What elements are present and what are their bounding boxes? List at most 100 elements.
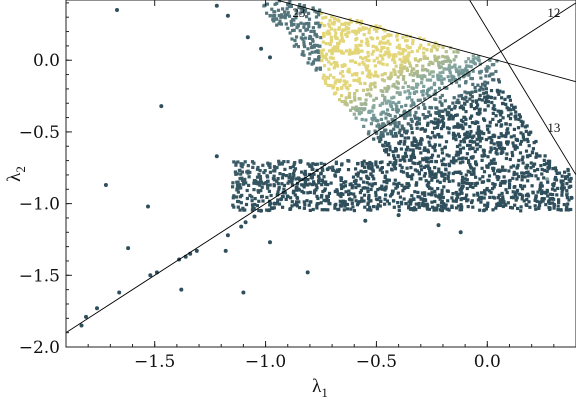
cloud-point (313, 9, 317, 13)
cloud-point (365, 93, 369, 97)
cloud-point (562, 186, 566, 190)
cloud-point (349, 20, 353, 24)
cloud-point (354, 29, 358, 33)
cloud-point (551, 167, 555, 171)
cloud-point (269, 206, 274, 210)
cloud-point (440, 119, 444, 123)
cloud-point (375, 205, 379, 209)
cloud-point (292, 173, 296, 177)
cloud-point (455, 193, 459, 197)
cloud-point (418, 58, 423, 62)
cloud-point (455, 80, 459, 84)
cloud-point (326, 32, 330, 36)
data-point (436, 223, 441, 228)
cloud-point (528, 153, 532, 157)
cloud-point (506, 127, 510, 131)
cloud-point (557, 171, 562, 175)
cloud-point (302, 25, 306, 29)
cloud-point (494, 114, 498, 118)
cloud-point (445, 189, 449, 193)
cloud-point (343, 22, 347, 26)
cloud-point (422, 74, 426, 78)
cloud-point (386, 112, 391, 117)
cloud-point (267, 189, 271, 193)
cloud-point (463, 68, 467, 72)
cloud-point (265, 195, 269, 199)
cloud-point (349, 108, 353, 112)
cloud-point (288, 31, 292, 35)
cloud-point (445, 59, 449, 63)
cloud-point (308, 42, 313, 46)
cloud-point (237, 168, 241, 172)
cloud-point (420, 203, 425, 207)
cloud-point (412, 136, 416, 140)
cloud-point (457, 84, 461, 88)
cloud-point (557, 198, 561, 202)
cloud-point (428, 172, 432, 176)
cloud-point (491, 78, 495, 82)
cloud-point (501, 180, 505, 184)
cloud-point (316, 196, 320, 201)
cloud-point (381, 134, 385, 138)
cloud-point (457, 94, 461, 98)
cloud-point (483, 84, 487, 88)
cloud-point (253, 202, 257, 207)
cloud-point (498, 141, 502, 145)
cloud-point (444, 167, 448, 171)
cloud-point (519, 139, 523, 143)
data-point (545, 177, 550, 182)
cloud-point (239, 201, 243, 205)
cloud-point (405, 66, 409, 70)
cloud-point (477, 125, 481, 129)
cloud-point (441, 125, 445, 129)
cloud-point (409, 154, 413, 158)
cloud-point (279, 22, 284, 26)
cloud-point (324, 81, 328, 85)
cloud-point (311, 39, 315, 43)
cloud-point (454, 190, 458, 195)
cloud-point (501, 102, 505, 106)
cloud-point (419, 43, 423, 47)
cloud-point (437, 74, 441, 79)
cloud-point (534, 194, 538, 198)
cloud-point (335, 64, 339, 68)
cloud-point (465, 69, 469, 73)
cloud-point (346, 87, 350, 91)
cloud-point (302, 185, 306, 189)
cloud-point (292, 44, 296, 48)
cloud-point (253, 197, 257, 201)
cloud-point (514, 190, 519, 194)
cloud-point (494, 206, 498, 210)
cloud-point (377, 136, 381, 140)
cloud-point (475, 106, 479, 110)
cloud-point (389, 74, 393, 78)
cloud-point (441, 54, 445, 59)
cloud-point (505, 190, 509, 195)
cloud-point (317, 13, 321, 17)
cloud-point (364, 56, 368, 60)
cloud-point (552, 197, 556, 201)
cloud-point (324, 52, 329, 56)
cloud-point (411, 148, 415, 152)
cloud-point (410, 119, 414, 124)
cloud-point (398, 114, 403, 118)
cloud-point (455, 113, 459, 117)
cloud-point (286, 160, 290, 164)
cloud-point (477, 134, 481, 138)
cloud-point (520, 178, 524, 182)
cloud-point (393, 60, 397, 64)
cloud-point (315, 186, 319, 190)
cloud-point (282, 187, 286, 191)
cloud-point (290, 178, 294, 182)
cloud-point (395, 34, 399, 38)
cloud-point (500, 168, 504, 172)
cloud-point (245, 188, 249, 193)
cloud-point (238, 176, 242, 181)
cloud-point (421, 68, 425, 72)
cloud-point (486, 81, 490, 85)
cloud-point (395, 38, 399, 42)
cloud-point (471, 99, 475, 103)
cloud-point (354, 167, 358, 171)
cloud-point (350, 201, 354, 205)
cloud-point (457, 192, 461, 196)
